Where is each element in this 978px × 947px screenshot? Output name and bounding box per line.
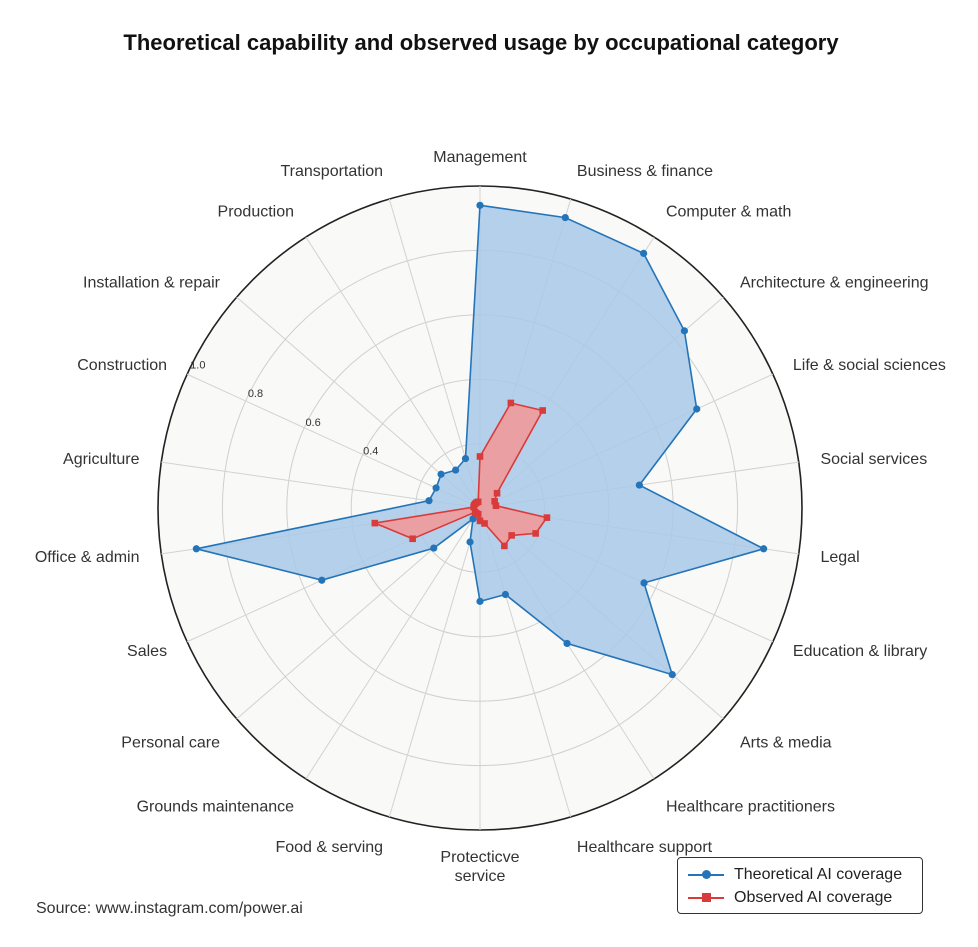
point-observed-ai-coverage-transportation [475, 499, 482, 506]
point-theoretical-ai-coverage-transportation [462, 455, 469, 462]
point-theoretical-ai-coverage-computer-math [640, 250, 647, 257]
axis-label-computer-math: Computer & math [666, 204, 791, 221]
axis-label-transportation: Transportation [281, 163, 384, 180]
point-theoretical-ai-coverage-education-library [640, 579, 647, 586]
axis-label-installation-repair: Installation & repair [83, 275, 221, 292]
axis-label-food-serving: Food & serving [275, 839, 383, 856]
axis-label-production: Production [218, 204, 295, 221]
axis-label-life-social-sciences: Life & social sciences [793, 357, 946, 374]
radar-chart: 0.4 0.6 0.8 1.0 Management Business & finance… [0, 0, 978, 947]
axis-label-legal: Legal [820, 549, 859, 566]
point-theoretical-ai-coverage-food-serving [466, 538, 473, 545]
point-theoretical-ai-coverage-protecticve-service [476, 598, 483, 605]
point-theoretical-ai-coverage-business-finance [562, 214, 569, 221]
legend-item-theoretical[interactable]: Theoretical AI coverage [688, 865, 902, 885]
axis-label-architecture-engineering: Architecture & engineering [740, 275, 929, 292]
r-tick-label-2: 0.8 [248, 388, 263, 400]
axis-label-social-services: Social services [820, 451, 927, 468]
legend-label-theoretical: Theoretical AI coverage [734, 866, 902, 884]
axis-label-healthcare-practitioners: Healthcare practitioners [666, 798, 835, 815]
point-theoretical-ai-coverage-arts-media [669, 671, 676, 678]
r-tick-label-3: 1.0 [190, 359, 205, 371]
legend: Theoretical AI coverage Observed AI cove… [677, 857, 923, 914]
point-observed-ai-coverage-management [477, 453, 484, 460]
point-theoretical-ai-coverage-management [476, 202, 483, 209]
point-observed-ai-coverage-protecticve-service [477, 518, 484, 525]
point-theoretical-ai-coverage-architecture-engineering [681, 327, 688, 334]
legend-symbol-observed [688, 888, 724, 908]
axis-label-healthcare-support: Healthcare support [577, 839, 713, 856]
point-theoretical-ai-coverage-personal-care [430, 544, 437, 551]
source-note: Source: www.instagram.com/power.ai [36, 900, 303, 918]
axis-label-education-library: Education & library [793, 643, 927, 660]
r-tick-label-1: 0.6 [305, 417, 320, 429]
point-observed-ai-coverage-legal [544, 514, 551, 521]
axis-label-construction: Construction [77, 357, 167, 374]
axis-label-management: Management [433, 149, 527, 166]
point-theoretical-ai-coverage-legal [760, 545, 767, 552]
point-observed-ai-coverage-social-services [493, 502, 500, 509]
point-theoretical-ai-coverage-healthcare-support [502, 591, 509, 598]
legend-symbol-theoretical [688, 865, 724, 885]
point-observed-ai-coverage-education-library [532, 530, 539, 537]
point-observed-ai-coverage-architecture-engineering [494, 490, 501, 497]
point-theoretical-ai-coverage-production [452, 466, 459, 473]
axis-label-office-admin: Office & admin [35, 549, 140, 566]
point-theoretical-ai-coverage-social-services [636, 481, 643, 488]
point-theoretical-ai-coverage-office-admin [193, 545, 200, 552]
axis-label-arts-media: Arts & media [740, 734, 832, 751]
point-observed-ai-coverage-healthcare-practitioners [501, 543, 508, 550]
legend-item-observed[interactable]: Observed AI coverage [688, 888, 892, 908]
point-theoretical-ai-coverage-construction [432, 484, 439, 491]
point-theoretical-ai-coverage-healthcare-practitioners [563, 640, 570, 647]
point-theoretical-ai-coverage-life-social-sciences [693, 405, 700, 412]
axis-label-grounds-maintenance: Grounds maintenance [137, 798, 295, 815]
point-theoretical-ai-coverage-agriculture [425, 497, 432, 504]
axis-label-protecticve-service: Protecticve service [440, 849, 519, 885]
axis-label-business-finance: Business & finance [577, 163, 713, 180]
point-theoretical-ai-coverage-sales [318, 577, 325, 584]
point-observed-ai-coverage-business-finance [508, 400, 515, 407]
axis-label-agriculture: Agriculture [63, 451, 140, 468]
point-observed-ai-coverage-office-admin [372, 520, 379, 527]
point-theoretical-ai-coverage-installation-repair [437, 471, 444, 478]
axis-label-sales: Sales [127, 643, 167, 660]
point-observed-ai-coverage-computer-math [539, 407, 546, 414]
legend-label-observed: Observed AI coverage [734, 889, 892, 907]
axis-label-personal-care: Personal care [121, 734, 220, 751]
point-observed-ai-coverage-arts-media [508, 532, 515, 539]
point-observed-ai-coverage-sales [409, 535, 416, 542]
r-tick-label-0: 0.4 [363, 446, 378, 458]
